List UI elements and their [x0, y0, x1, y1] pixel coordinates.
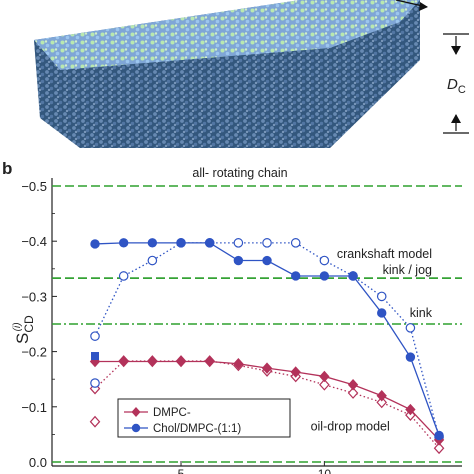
data-point [91, 352, 100, 361]
order-parameter-chart: b 0.0 −0.1 −0.2 −0.3 −0.4 −0.5 5 10 SCD(i) all-t… [2, 159, 462, 474]
legend-marker [131, 423, 141, 433]
data-point [262, 238, 272, 248]
data-point [405, 323, 416, 333]
data-point [261, 362, 273, 374]
axes: 0.0 −0.1 −0.2 −0.3 −0.4 −0.5 5 10 SCD(i) [12, 178, 462, 474]
orientation-arrow [395, 0, 428, 11]
data-point [434, 430, 444, 441]
y-tick-label: −0.4 [21, 234, 47, 249]
data-point [319, 271, 330, 281]
data-point [176, 238, 186, 248]
data-point [90, 331, 100, 341]
data-point [290, 366, 301, 378]
legend-box [117, 398, 291, 438]
data-point [90, 378, 100, 388]
data-point [233, 357, 244, 370]
panel-label: b [2, 159, 12, 178]
data-point [347, 387, 359, 399]
legend-label: Chol/DMPC-d54(1:1) [153, 423, 241, 435]
data-point [377, 308, 387, 318]
data-point [405, 403, 416, 416]
data-point [147, 255, 158, 266]
reference-label: crankshaft model [337, 247, 432, 261]
data-point [118, 271, 129, 281]
thickness-label: DC [447, 76, 466, 96]
data-point [233, 255, 244, 266]
data-point [347, 378, 359, 391]
data-point [175, 355, 187, 368]
data-point [376, 396, 388, 409]
y-tick-label: −0.5 [21, 179, 47, 194]
data-series [89, 238, 445, 455]
y-tick-label: 0.0 [29, 455, 47, 470]
x-tick-label: 10 [318, 467, 332, 474]
y-axis-label: SCD(i) [12, 315, 36, 344]
annotations: oil-drop model [311, 420, 390, 434]
data-point [319, 378, 330, 391]
data-point [90, 239, 100, 249]
y-tick-label: −0.3 [21, 289, 47, 304]
data-point [319, 370, 330, 383]
data-point [376, 291, 387, 302]
data-point [290, 238, 301, 248]
membrane-slab [34, 0, 420, 148]
data-point [204, 238, 215, 248]
data-point [405, 352, 416, 362]
data-point [233, 238, 244, 248]
data-point [118, 238, 129, 248]
legend-marker [131, 407, 141, 417]
data-point [147, 355, 158, 368]
data-point [319, 255, 330, 266]
data-point [262, 255, 272, 266]
y-tick-label: −0.2 [21, 345, 47, 360]
thickness-indicator [443, 33, 469, 134]
data-point [147, 238, 158, 248]
data-point [348, 271, 358, 281]
annotation: oil-drop model [311, 420, 390, 434]
data-point [204, 355, 215, 368]
y-tick-label: −0.1 [21, 400, 47, 415]
data-point [118, 355, 129, 368]
x-tick-label: 5 [178, 467, 185, 474]
reference-label: all-trans rotating chain [192, 166, 287, 180]
membrane-snapshot: DC [34, 0, 469, 148]
reference-label: kink [410, 306, 433, 320]
data-point [376, 390, 387, 402]
legend: DMPC-d54 Chol/DMPC-d54(1:1) [117, 398, 291, 438]
data-point [433, 442, 445, 455]
data-point [89, 415, 101, 428]
reference-label: kink / jog [383, 263, 432, 277]
data-point [291, 271, 301, 281]
legend-label: DMPC-d54 [153, 407, 191, 419]
